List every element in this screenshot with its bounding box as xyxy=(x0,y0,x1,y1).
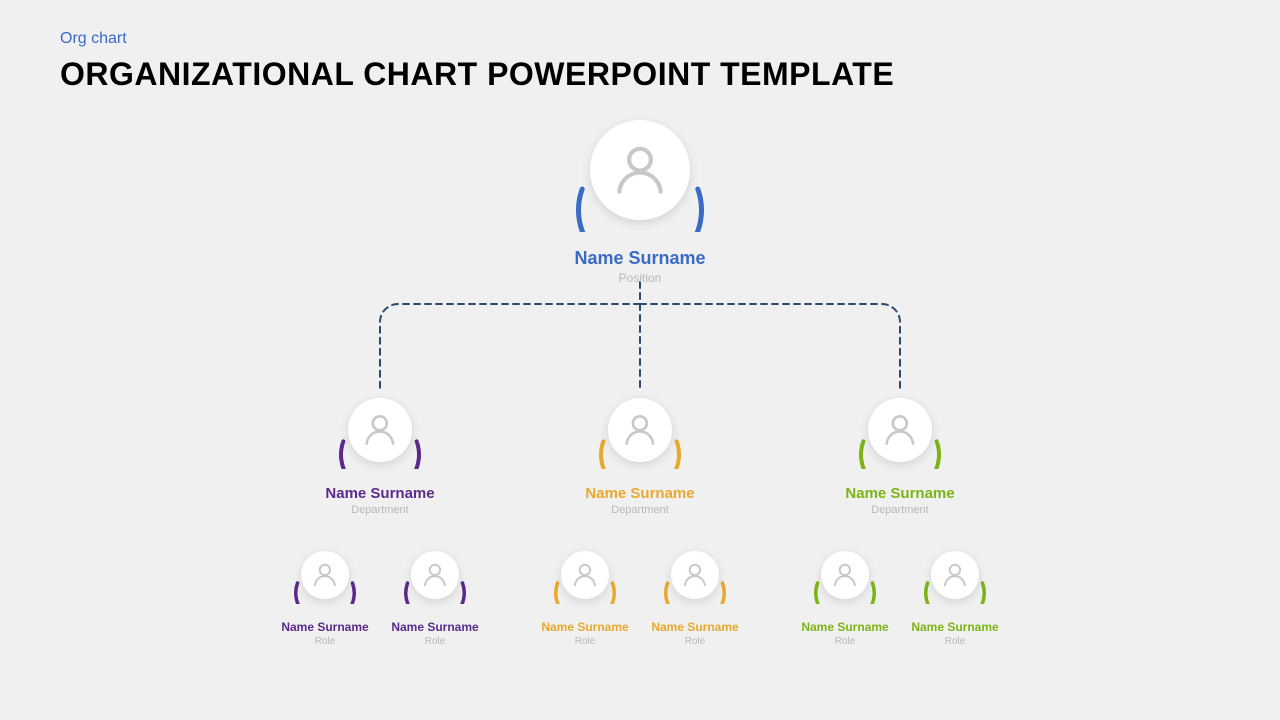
node-sublabel: Role xyxy=(575,636,596,647)
person-icon xyxy=(411,551,459,599)
org-node: Name SurnameRole xyxy=(554,544,616,647)
node-name: Name Surname xyxy=(634,620,756,634)
node-sublabel: Role xyxy=(835,636,856,647)
node-name: Name Surname xyxy=(309,485,451,502)
person-icon xyxy=(671,551,719,599)
node-name: Name Surname xyxy=(784,620,906,634)
person-icon xyxy=(590,120,690,220)
org-node: Name SurnameDepartment xyxy=(599,389,681,516)
person-icon xyxy=(561,551,609,599)
node-sublabel: Role xyxy=(945,636,966,647)
org-node: Name SurnameRole xyxy=(924,544,986,647)
node-name: Name Surname xyxy=(829,485,971,502)
node-name: Name Surname xyxy=(524,620,646,634)
person-icon xyxy=(608,398,672,462)
node-name: Name Surname xyxy=(894,620,1016,634)
org-node: Name SurnameRole xyxy=(664,544,726,647)
node-name: Name Surname xyxy=(546,248,734,269)
org-node: Name SurnameDepartment xyxy=(859,389,941,516)
org-node: Name SurnamePosition xyxy=(576,106,704,285)
node-name: Name Surname xyxy=(569,485,711,502)
node-sublabel: Role xyxy=(315,636,336,647)
org-chart: Name SurnamePosition Name SurnameDepartm… xyxy=(0,0,1280,720)
person-icon xyxy=(931,551,979,599)
node-sublabel: Role xyxy=(425,636,446,647)
person-icon xyxy=(821,551,869,599)
node-sublabel: Department xyxy=(871,504,928,516)
person-icon xyxy=(348,398,412,462)
org-node: Name SurnameDepartment xyxy=(339,389,421,516)
org-node: Name SurnameRole xyxy=(814,544,876,647)
node-sublabel: Role xyxy=(685,636,706,647)
person-icon xyxy=(301,551,349,599)
org-node: Name SurnameRole xyxy=(404,544,466,647)
node-sublabel: Department xyxy=(611,504,668,516)
node-sublabel: Position xyxy=(619,271,662,285)
node-name: Name Surname xyxy=(374,620,496,634)
node-sublabel: Department xyxy=(351,504,408,516)
org-node: Name SurnameRole xyxy=(294,544,356,647)
person-icon xyxy=(868,398,932,462)
node-name: Name Surname xyxy=(264,620,386,634)
